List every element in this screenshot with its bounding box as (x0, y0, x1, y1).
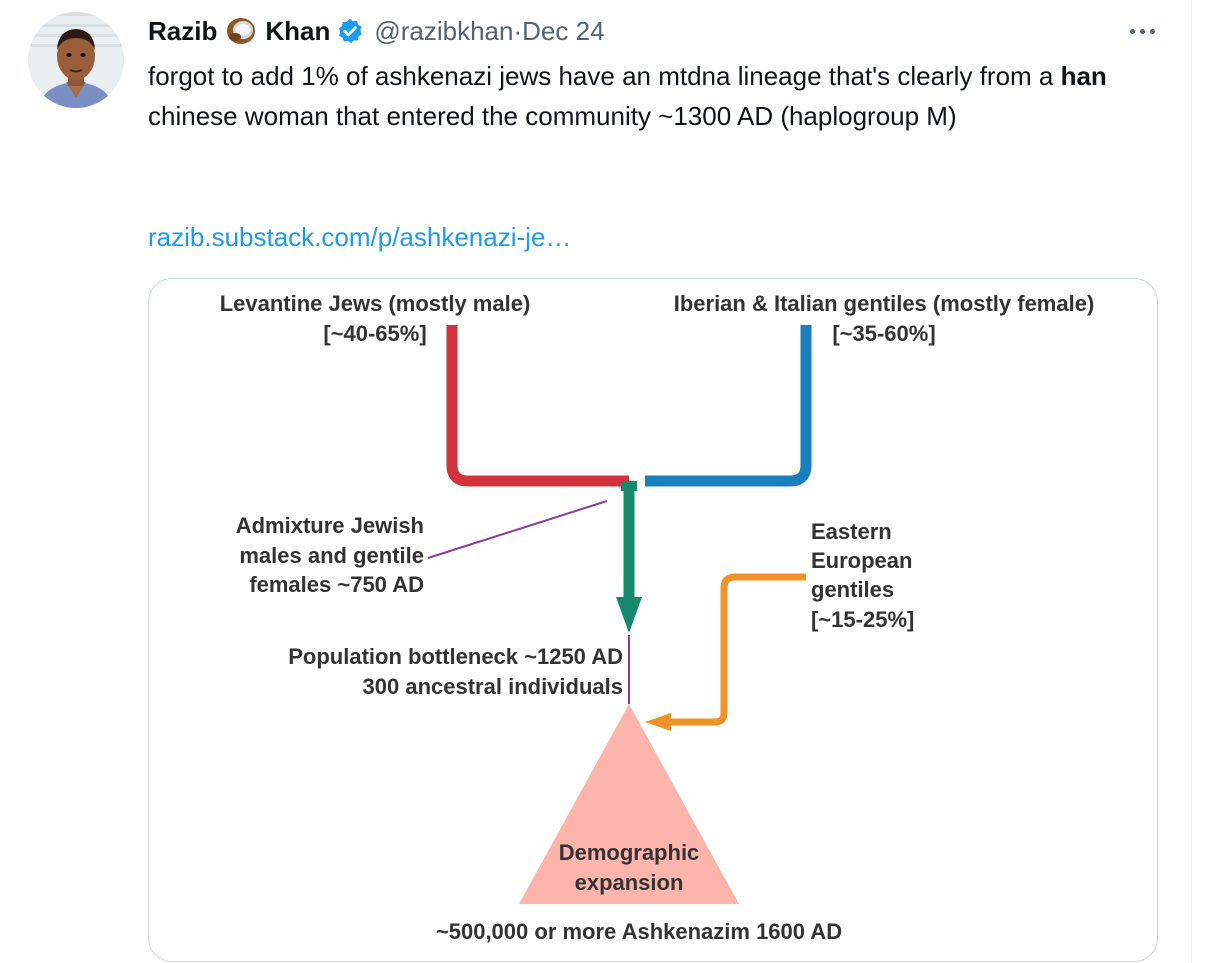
tweet-text-part1: forgot to add 1% of ashkenazi jews have … (148, 61, 1061, 91)
admixture-leader-line (428, 501, 607, 558)
eastern-label-line2: European (811, 548, 912, 573)
tweet-text: forgot to add 1% of ashkenazi jews have … (148, 56, 1158, 136)
iberian-percentage: [~35-60%] (832, 321, 935, 346)
eastern-label-line4: [~15-25%] (811, 607, 914, 632)
expansion-label-line2: expansion (575, 870, 684, 895)
author-name[interactable]: Razib Khan (148, 15, 330, 47)
bottleneck-label-line2: 300 ancestral individuals (363, 674, 623, 699)
ancestry-diagram: Levantine Jews (mostly male) [~40-65%] I… (149, 279, 1157, 961)
bottleneck-label-line1: Population bottleneck ~1250 AD (288, 644, 623, 669)
admixture-label-line3: females ~750 AD (249, 572, 424, 597)
iberian-lineage-line (645, 325, 806, 481)
admixture-join (621, 481, 637, 491)
population-footer: ~500,000 or more Ashkenazim 1600 AD (436, 919, 842, 944)
article-link[interactable]: razib.substack.com/p/ashkenazi-je… (148, 217, 571, 257)
author-last-name: Khan (265, 16, 330, 47)
eastern-label-line3: gentiles (811, 577, 894, 602)
avatar-image (28, 12, 124, 108)
expansion-label-line1: Demographic (559, 840, 700, 865)
iberian-title: Iberian & Italian gentiles (mostly femal… (674, 291, 1095, 316)
tweet-header: Razib Khan @razibkhan · Dec 24 (148, 12, 605, 50)
tweet-date[interactable]: Dec 24 (522, 16, 604, 47)
tweet-text-part2: chinese woman that entered the community… (148, 101, 957, 131)
admixture-label-line1: Admixture Jewish (236, 513, 424, 538)
more-options-icon[interactable] (1124, 18, 1160, 44)
author-first-name: Razib (148, 16, 217, 47)
levantine-title: Levantine Jews (mostly male) (220, 291, 531, 316)
admixture-label-line2: males and gentile (239, 543, 424, 568)
author-handle[interactable]: @razibkhan (374, 16, 513, 47)
eastern-lineage-line (669, 577, 806, 722)
levantine-percentage: [~40-65%] (323, 321, 426, 346)
avatar[interactable] (28, 12, 124, 108)
eastern-arrowhead (645, 713, 671, 731)
coconut-icon (225, 15, 257, 47)
tweet-media-card[interactable]: Levantine Jews (mostly male) [~40-65%] I… (148, 278, 1158, 962)
column-divider (1191, 0, 1192, 963)
eastern-label-line1: Eastern (811, 519, 892, 544)
meta-separator: · (513, 16, 522, 47)
tweet-text-bold: han (1061, 61, 1107, 91)
admixture-arrowhead (616, 597, 642, 633)
verified-badge-icon (336, 17, 364, 45)
levantine-lineage-line (452, 325, 629, 481)
